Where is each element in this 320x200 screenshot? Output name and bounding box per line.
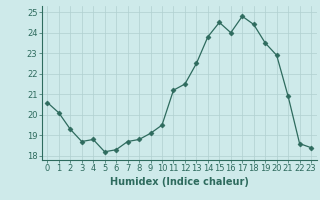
X-axis label: Humidex (Indice chaleur): Humidex (Indice chaleur) bbox=[110, 177, 249, 187]
